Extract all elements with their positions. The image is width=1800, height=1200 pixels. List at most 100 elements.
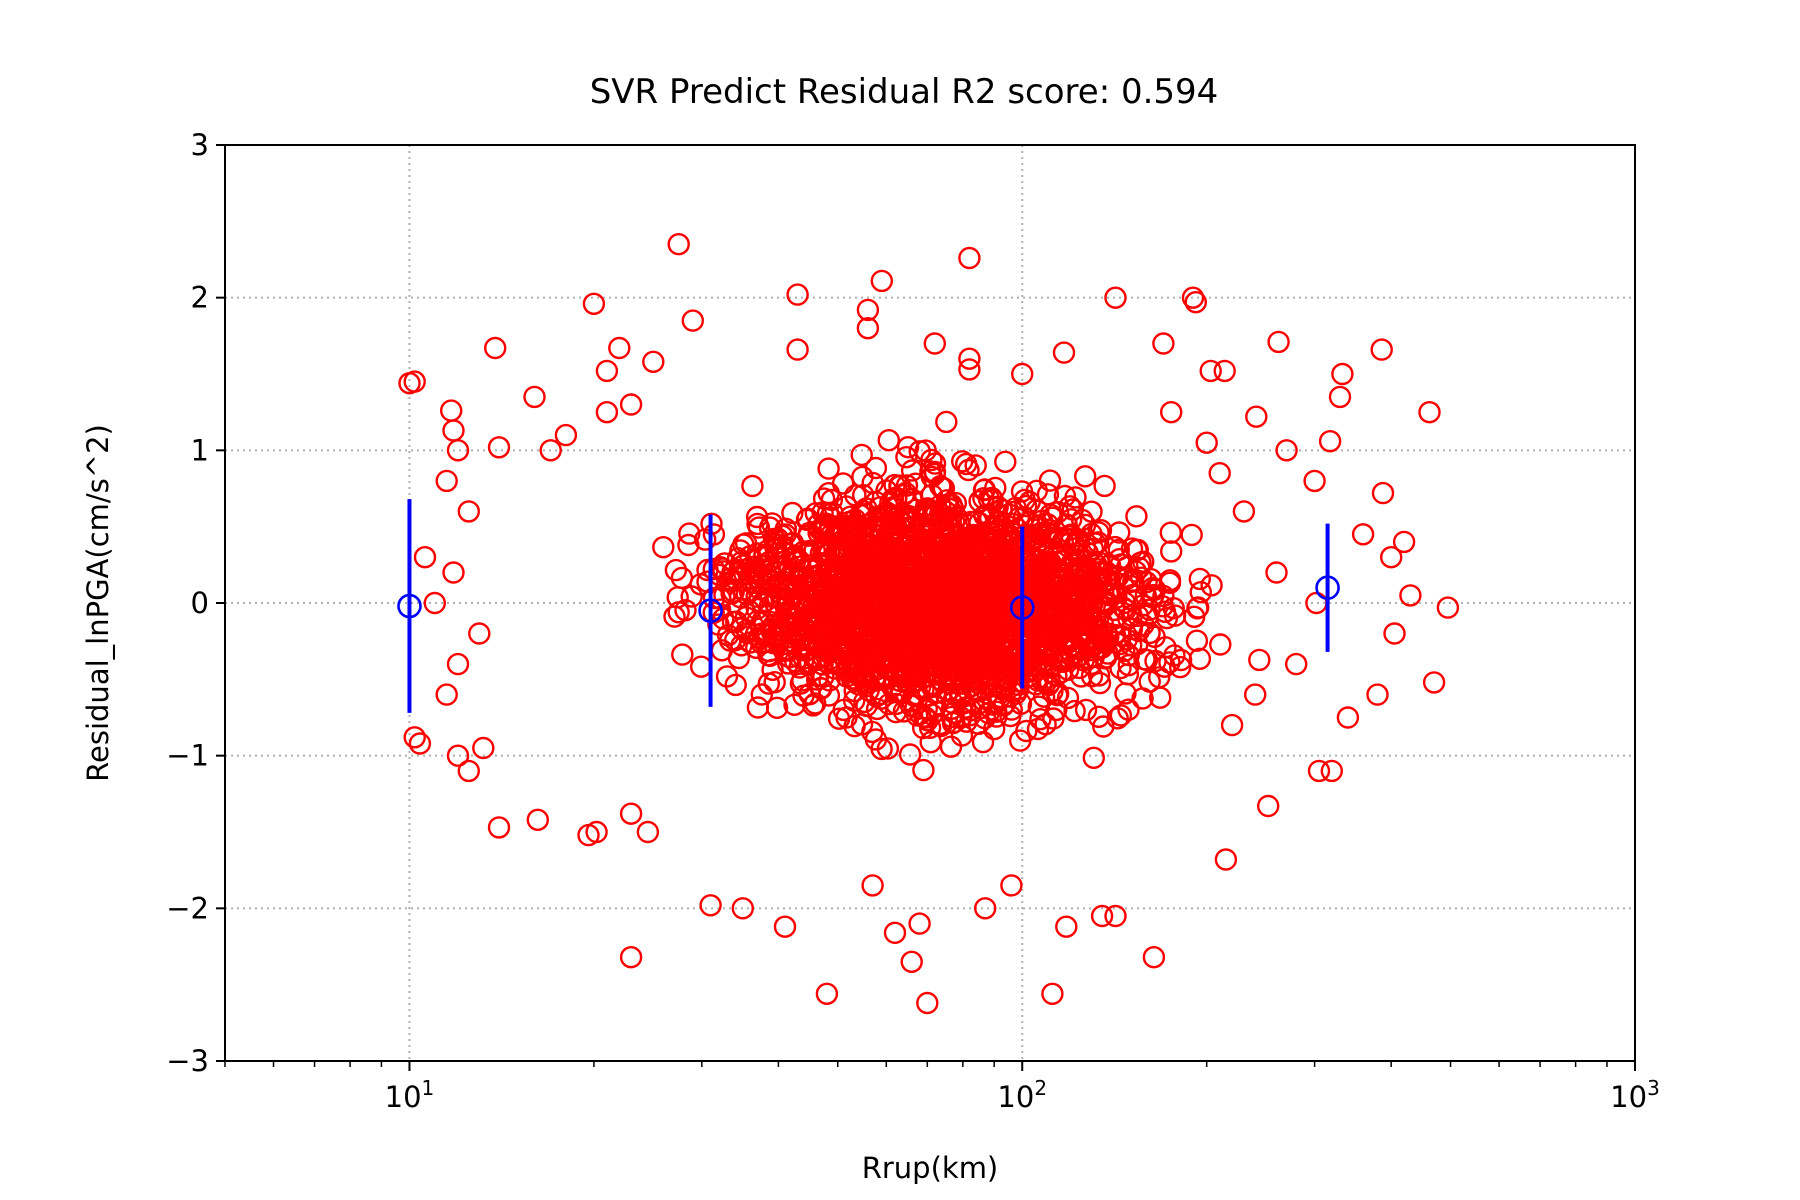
x-tick-label: 103 xyxy=(1610,1076,1660,1114)
scatter-point xyxy=(1009,729,1032,752)
chart-title: SVR Predict Residual R2 score: 0.594 xyxy=(590,72,1219,112)
scatter-point xyxy=(1184,291,1208,314)
scatter-point xyxy=(1284,652,1308,676)
scatter-point xyxy=(446,439,470,462)
scatter-point xyxy=(1214,848,1238,871)
scatter-point xyxy=(1159,540,1183,563)
scatter-point xyxy=(1050,618,1074,641)
scatter-point xyxy=(1041,982,1064,1005)
scatter-point xyxy=(696,558,719,582)
scatter-point xyxy=(702,523,726,546)
scatter-point xyxy=(959,510,982,534)
scatter-point xyxy=(715,665,739,688)
scatter-point xyxy=(910,536,934,559)
scatter-point xyxy=(1082,746,1106,769)
scatter-point xyxy=(1103,535,1127,559)
scatter-point xyxy=(921,503,945,526)
scatter-point xyxy=(850,443,873,467)
scatter-point xyxy=(854,513,877,537)
scatter-point xyxy=(750,683,773,706)
scatter-point xyxy=(972,528,995,551)
scatter-point xyxy=(585,820,608,844)
scatter-point xyxy=(773,915,797,938)
scatter-point xyxy=(1107,521,1131,544)
scatter-point xyxy=(923,332,946,355)
scatter-point xyxy=(681,309,704,332)
scatter-point xyxy=(974,897,997,920)
scatter-point xyxy=(1055,915,1078,938)
scatter-point xyxy=(1181,286,1205,309)
scatter-point xyxy=(1128,556,1151,580)
scatter-point xyxy=(997,523,1021,547)
scatter-point xyxy=(1232,500,1256,523)
scatter-point xyxy=(901,516,924,539)
scatter-point xyxy=(1109,656,1132,680)
scatter-point xyxy=(894,481,917,505)
scatter-point xyxy=(856,298,880,322)
scatter-point xyxy=(786,338,809,361)
scatter-point xyxy=(1096,642,1120,665)
scatter-point xyxy=(1115,628,1139,651)
scatter-point xyxy=(964,454,987,477)
scatter-point xyxy=(774,639,798,662)
scatter-point xyxy=(1098,569,1121,592)
y-tick-label: 0 xyxy=(191,586,209,620)
scatter-point xyxy=(403,726,426,749)
scatter-point xyxy=(1017,665,1040,688)
scatter-point xyxy=(1189,581,1213,604)
scatter-point xyxy=(879,527,902,550)
scatter-point xyxy=(994,450,1017,473)
scatter-point xyxy=(884,692,908,716)
scatter-point xyxy=(748,577,771,601)
scatter-point xyxy=(896,660,919,683)
scatter-point xyxy=(666,586,689,609)
scatter-point xyxy=(832,601,856,624)
scatter-point xyxy=(1046,682,1070,705)
scatter-point xyxy=(853,665,876,689)
scatter-point xyxy=(821,584,845,607)
errorbar-mean-marker xyxy=(1009,595,1035,620)
scatter-point xyxy=(1159,521,1183,544)
scatter-point xyxy=(1256,794,1280,818)
scatter-point xyxy=(925,663,948,686)
scatter-point xyxy=(802,694,825,717)
scatter-point xyxy=(878,594,902,617)
scatter-point xyxy=(760,617,783,640)
scatter-point xyxy=(792,647,816,670)
scatter-point xyxy=(1116,663,1140,686)
scatter-point xyxy=(958,347,981,370)
scatter-point xyxy=(929,714,953,738)
scatter-point xyxy=(781,501,804,525)
scatter-point xyxy=(1006,673,1029,696)
scatter-point xyxy=(763,671,786,694)
scatter-point xyxy=(713,584,736,607)
scatter-point xyxy=(667,232,690,256)
scatter-point xyxy=(890,679,913,703)
y-tick-label: 3 xyxy=(191,128,209,162)
scatter-point xyxy=(1072,649,1095,672)
scatter-point xyxy=(636,820,660,844)
scatter-point xyxy=(896,436,920,459)
scatter-point xyxy=(1113,639,1136,663)
scatter-point xyxy=(870,269,893,293)
scatter-point xyxy=(842,539,865,562)
scatter-point xyxy=(843,714,866,738)
scatter-point xyxy=(1125,505,1148,528)
scatter-point xyxy=(1351,523,1375,546)
y-tick-label: −2 xyxy=(166,891,209,925)
scatter-point xyxy=(457,500,480,523)
scatter-point xyxy=(902,597,925,620)
scatter-point xyxy=(985,700,1008,723)
scatter-point xyxy=(816,627,839,650)
scatter-point xyxy=(970,696,993,720)
scatter-point xyxy=(930,590,953,613)
scatter-point xyxy=(975,573,998,596)
scatter-point xyxy=(1318,430,1342,453)
scatter-point xyxy=(741,474,764,498)
scatter-point xyxy=(762,613,785,637)
scatter-point xyxy=(885,630,908,654)
scatter-point xyxy=(1392,530,1416,554)
scatter-point xyxy=(1399,584,1422,607)
scatter-point xyxy=(472,736,495,760)
